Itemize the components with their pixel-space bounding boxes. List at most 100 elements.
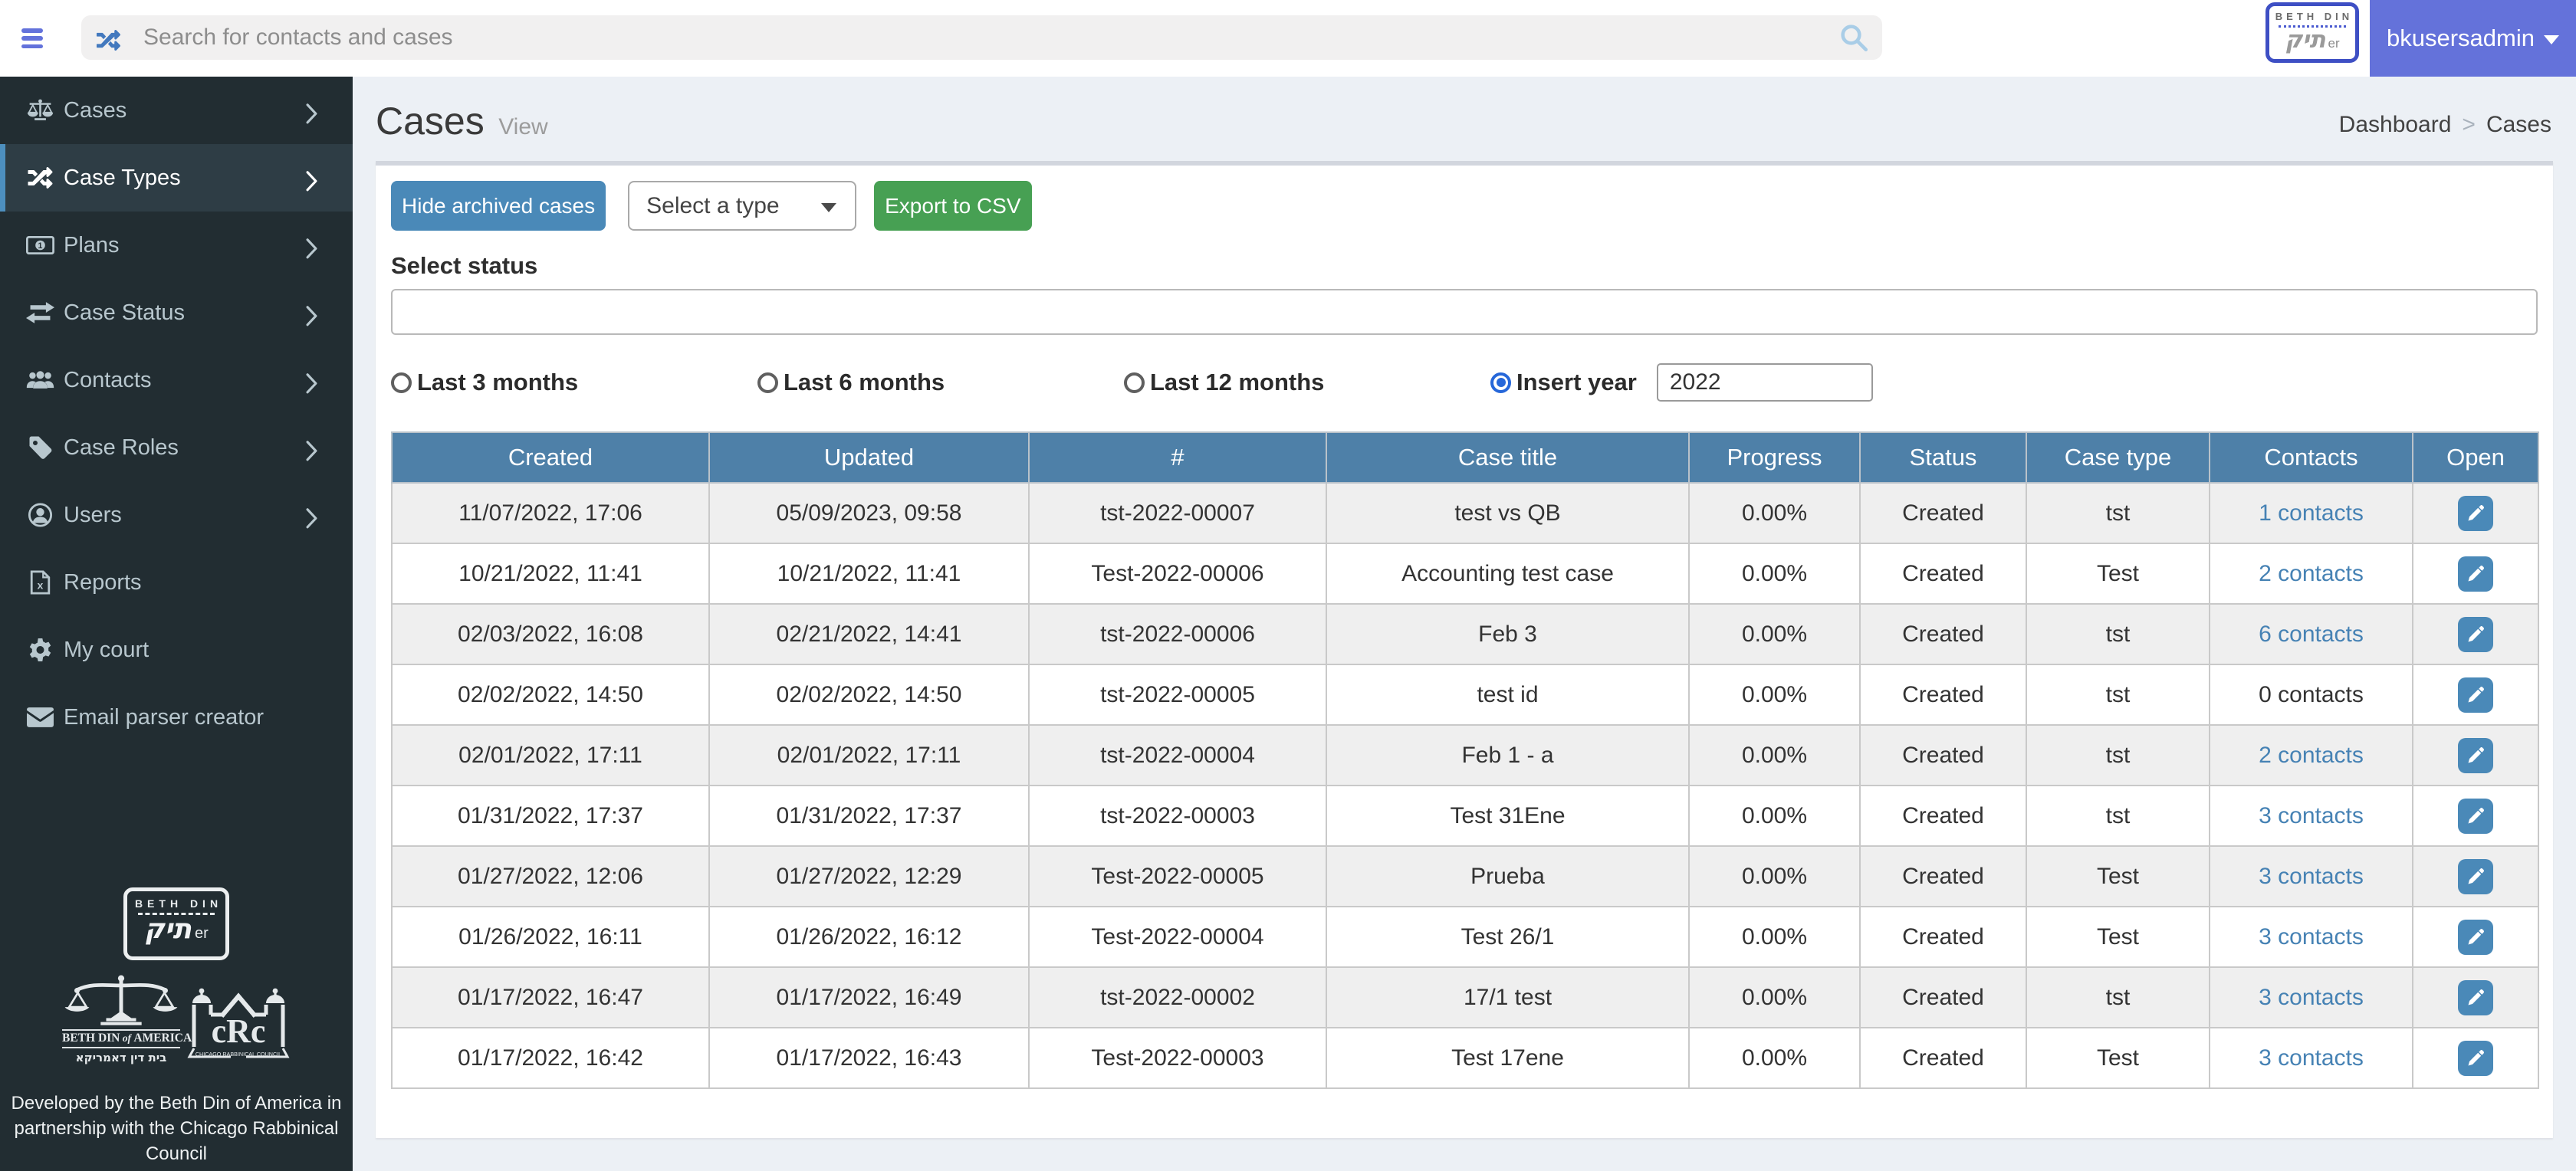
cell-updated: 05/09/2023, 09:58 (708, 482, 1030, 544)
table-row: 11/07/2022, 17:06 05/09/2023, 09:58 tst-20… (391, 482, 2539, 544)
contacts-link[interactable]: 3 contacts (2259, 802, 2364, 828)
open-case-button[interactable] (2458, 616, 2493, 652)
contacts-link[interactable]: 6 contacts (2259, 621, 2364, 647)
cell-title: Test 17ene (1326, 1027, 1690, 1089)
cell-updated: 02/21/2022, 14:41 (708, 603, 1030, 665)
sidebar-item-label: Email parser creator (64, 704, 264, 730)
cell-number: Test-2022-00006 (1028, 543, 1327, 605)
contacts-link[interactable]: 1 contacts (2259, 500, 2364, 526)
sidebar-item-my-court[interactable]: My court (0, 616, 353, 684)
radio-button[interactable] (391, 372, 412, 393)
sidebar-footer: BETH DIN תיק er (0, 887, 353, 1166)
export-to-csv-button[interactable]: Export to CSV (874, 181, 1032, 231)
cell-title: Test 26/1 (1326, 906, 1690, 968)
cell-updated: 02/01/2022, 17:11 (708, 724, 1030, 786)
open-case-button[interactable] (2458, 737, 2493, 773)
radio-button[interactable] (1124, 372, 1145, 393)
hide-archived-cases-button[interactable]: Hide archived cases (391, 181, 606, 231)
contacts-link[interactable]: 3 contacts (2259, 863, 2364, 889)
cell-progress: 0.00% (1688, 482, 1861, 544)
column-header-created[interactable]: Created (391, 431, 710, 484)
open-case-button[interactable] (2458, 798, 2493, 834)
cell-created: 01/17/2022, 16:42 (391, 1027, 710, 1089)
column-header-case-title[interactable]: Case title (1326, 431, 1690, 484)
open-case-button[interactable] (2458, 979, 2493, 1015)
user-name: bkusersadmin (2387, 25, 2535, 51)
column-header-open[interactable]: Open (2412, 431, 2539, 484)
column-header-number[interactable]: # (1028, 431, 1327, 484)
search-input[interactable] (120, 25, 1838, 51)
table-header-row: Created Updated # Case title Progress Status C… (391, 431, 2539, 484)
cell-updated: 01/17/2022, 16:43 (708, 1027, 1030, 1089)
user-menu[interactable]: bkusersadmin (2370, 0, 2576, 77)
column-header-updated[interactable]: Updated (708, 431, 1030, 484)
column-header-contacts[interactable]: Contacts (2209, 431, 2413, 484)
column-header-case-type[interactable]: Case type (2026, 431, 2210, 484)
cell-title: Feb 1 - a (1326, 724, 1690, 786)
contacts-link[interactable]: 2 contacts (2259, 560, 2364, 586)
table-row: 01/27/2022, 12:06 01/27/2022, 12:29 Test-2… (391, 845, 2539, 907)
contacts-count: 0 contacts (2259, 681, 2364, 707)
cell-created: 02/03/2022, 16:08 (391, 603, 710, 665)
status-select-input[interactable] (391, 289, 2538, 335)
radio-button[interactable] (757, 372, 778, 393)
radio-label: Last 6 months (784, 369, 945, 395)
breadcrumb-dashboard[interactable]: Dashboard (2338, 112, 2452, 137)
cell-created: 02/02/2022, 14:50 (391, 664, 710, 726)
contacts-link[interactable]: 2 contacts (2259, 742, 2364, 768)
shuffle-icon (97, 28, 121, 51)
column-header-progress[interactable]: Progress (1688, 431, 1861, 484)
sidebar-item-users[interactable]: Users (0, 481, 353, 549)
logo-dotted-line (138, 913, 215, 916)
cell-title: Accounting test case (1326, 543, 1690, 605)
contacts-link[interactable]: 3 contacts (2259, 923, 2364, 950)
open-case-button[interactable] (2458, 556, 2493, 592)
sidebar-item-case-types[interactable]: Case Types (0, 144, 353, 212)
logo-hebrew-script: תיק (144, 914, 192, 946)
table-row: 01/26/2022, 16:11 01/26/2022, 16:12 Test-2… (391, 906, 2539, 968)
cell-contacts: 3 contacts (2209, 785, 2413, 847)
cell-status: Created (1859, 966, 2027, 1028)
credit-text: Developed by the Beth Din of America in … (11, 1093, 342, 1164)
global-search-bar[interactable] (81, 15, 1882, 60)
svg-text:1: 1 (38, 241, 43, 251)
cell-open (2412, 543, 2539, 605)
cell-progress: 0.00% (1688, 664, 1861, 726)
type-select-dropdown[interactable]: Select a type (628, 181, 857, 231)
cell-title: test id (1326, 664, 1690, 726)
sidebar-item-case-status[interactable]: Case Status (0, 279, 353, 346)
sidebar-item-reports[interactable]: x Reports (0, 549, 353, 616)
scales-of-justice-icon (64, 975, 178, 1025)
cell-updated: 01/31/2022, 17:37 (708, 785, 1030, 847)
column-header-status[interactable]: Status (1859, 431, 2027, 484)
table-row: 02/02/2022, 14:50 02/02/2022, 14:50 tst-20… (391, 664, 2539, 726)
top-navbar: BETH DIN תיק er bkusersadmin (0, 0, 2576, 77)
chevron-right-icon (304, 506, 319, 529)
contacts-link[interactable]: 3 contacts (2259, 1045, 2364, 1071)
year-input[interactable] (1656, 363, 1873, 402)
sidebar-item-plans[interactable]: 1 Plans (0, 212, 353, 279)
sidebar-item-cases[interactable]: Cases (0, 77, 353, 144)
open-case-button[interactable] (2458, 677, 2493, 713)
cell-contacts: 6 contacts (2209, 603, 2413, 665)
sidebar-item-contacts[interactable]: Contacts (0, 346, 353, 414)
search-icon[interactable] (1838, 21, 1870, 54)
hamburger-menu-icon[interactable] (21, 28, 43, 48)
sidebar-item-case-roles[interactable]: Case Roles (0, 414, 353, 481)
cell-contacts: 1 contacts (2209, 482, 2413, 544)
tag-icon (26, 435, 64, 460)
open-case-button[interactable] (2458, 858, 2493, 894)
cell-open (2412, 482, 2539, 544)
chevron-right-icon (304, 101, 319, 124)
open-case-button[interactable] (2458, 919, 2493, 955)
cell-number: tst-2022-00002 (1028, 966, 1327, 1028)
cell-progress: 0.00% (1688, 1027, 1861, 1089)
cell-number: Test-2022-00005 (1028, 845, 1327, 907)
cell-updated: 01/17/2022, 16:49 (708, 966, 1030, 1028)
open-case-button[interactable] (2458, 495, 2493, 531)
cell-contacts: 2 contacts (2209, 724, 2413, 786)
contacts-link[interactable]: 3 contacts (2259, 984, 2364, 1010)
radio-button[interactable] (1490, 372, 1511, 393)
sidebar-item-email-parser-creator[interactable]: Email parser creator (0, 684, 353, 751)
open-case-button[interactable] (2458, 1040, 2493, 1076)
